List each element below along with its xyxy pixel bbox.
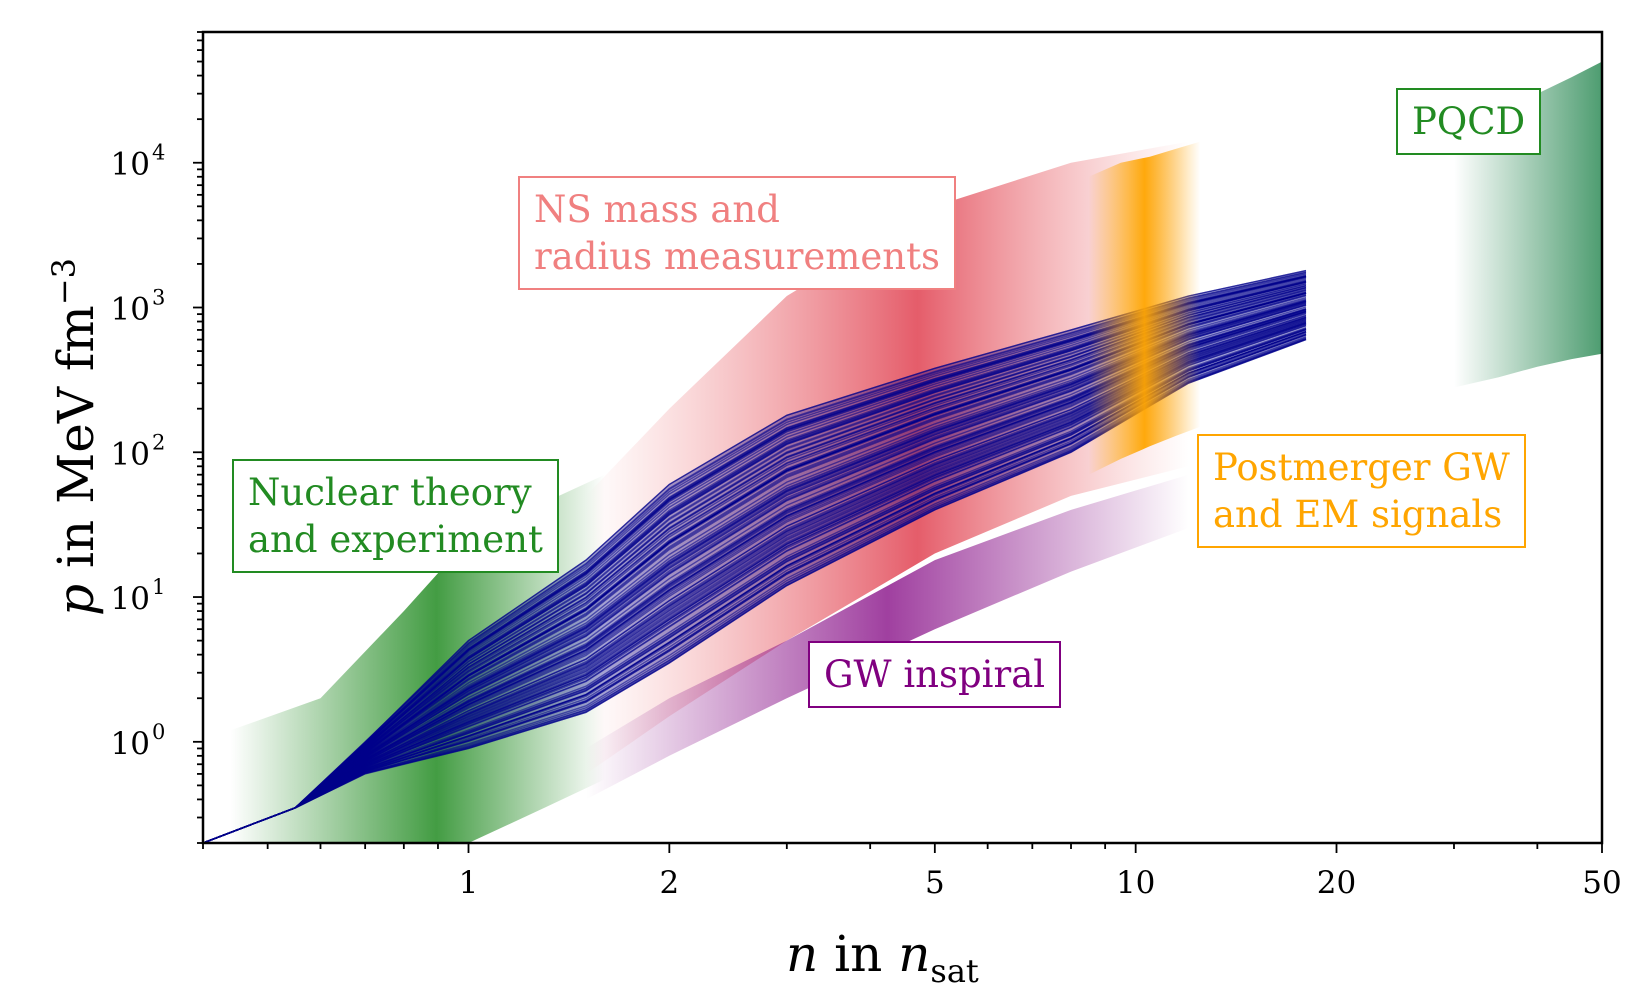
x-axis-text: in <box>834 925 883 983</box>
y-tick-exponent: 1 <box>152 575 165 599</box>
x-tick-label: 5 <box>925 865 945 901</box>
annotation-pqcd-line1: PQCD <box>1412 100 1526 143</box>
y-tick-exponent: 0 <box>152 720 165 744</box>
y-tick-exponent: 2 <box>152 430 165 454</box>
band-postmerger <box>1088 141 1201 475</box>
x-tick-label: 1 <box>459 865 479 901</box>
x-tick-label: 50 <box>1582 865 1621 901</box>
y-axis-sup: −3 <box>45 258 84 306</box>
y-tick-label: 10 <box>111 436 150 472</box>
y-axis-text: in MeV fm <box>46 305 105 569</box>
annotation-postmerger-line2: and EM signals <box>1213 493 1503 536</box>
y-axis-title: p in MeV fm−3 <box>45 258 105 616</box>
annotation-postmerger: Postmerger GW and EM signals <box>1197 434 1526 548</box>
x-axis-var: n <box>786 925 819 983</box>
band-gw <box>586 474 1189 800</box>
annotation-postmerger-line1: Postmerger GW <box>1213 446 1510 489</box>
x-axis-title: n in nsat <box>786 925 979 990</box>
y-tick-exponent: 4 <box>152 141 165 165</box>
annotation-nuclear-line2: and experiment <box>248 518 543 561</box>
y-tick-label: 10 <box>111 581 150 617</box>
x-tick-label: 2 <box>659 865 679 901</box>
y-tick-exponent: 3 <box>152 286 165 310</box>
annotation-nuclear-theory: Nuclear theory and experiment <box>232 459 559 573</box>
x-axis-sym: n <box>898 925 931 983</box>
annotation-pqcd: PQCD <box>1396 88 1542 155</box>
annotation-gw-inspiral: GW inspiral <box>808 641 1062 708</box>
eos-ensemble-fill <box>203 270 1306 843</box>
x-tick-label: 20 <box>1317 865 1356 901</box>
y-tick-label: 10 <box>111 147 150 183</box>
annotation-ns-line1: NS mass and <box>534 188 780 231</box>
annotation-nuclear-line1: Nuclear theory <box>248 471 532 514</box>
y-tick-label: 10 <box>111 726 150 762</box>
annotation-gw-line1: GW inspiral <box>824 653 1046 696</box>
plot-frame <box>201 30 1604 845</box>
x-axis-sub: sat <box>930 952 979 990</box>
annotation-ns-measurements: NS mass and radius measurements <box>518 176 956 290</box>
y-tick-label: 10 <box>111 292 150 328</box>
annotation-ns-line2: radius measurements <box>534 235 940 278</box>
x-tick-label: 10 <box>1116 865 1155 901</box>
y-axis-var: p <box>46 583 105 616</box>
